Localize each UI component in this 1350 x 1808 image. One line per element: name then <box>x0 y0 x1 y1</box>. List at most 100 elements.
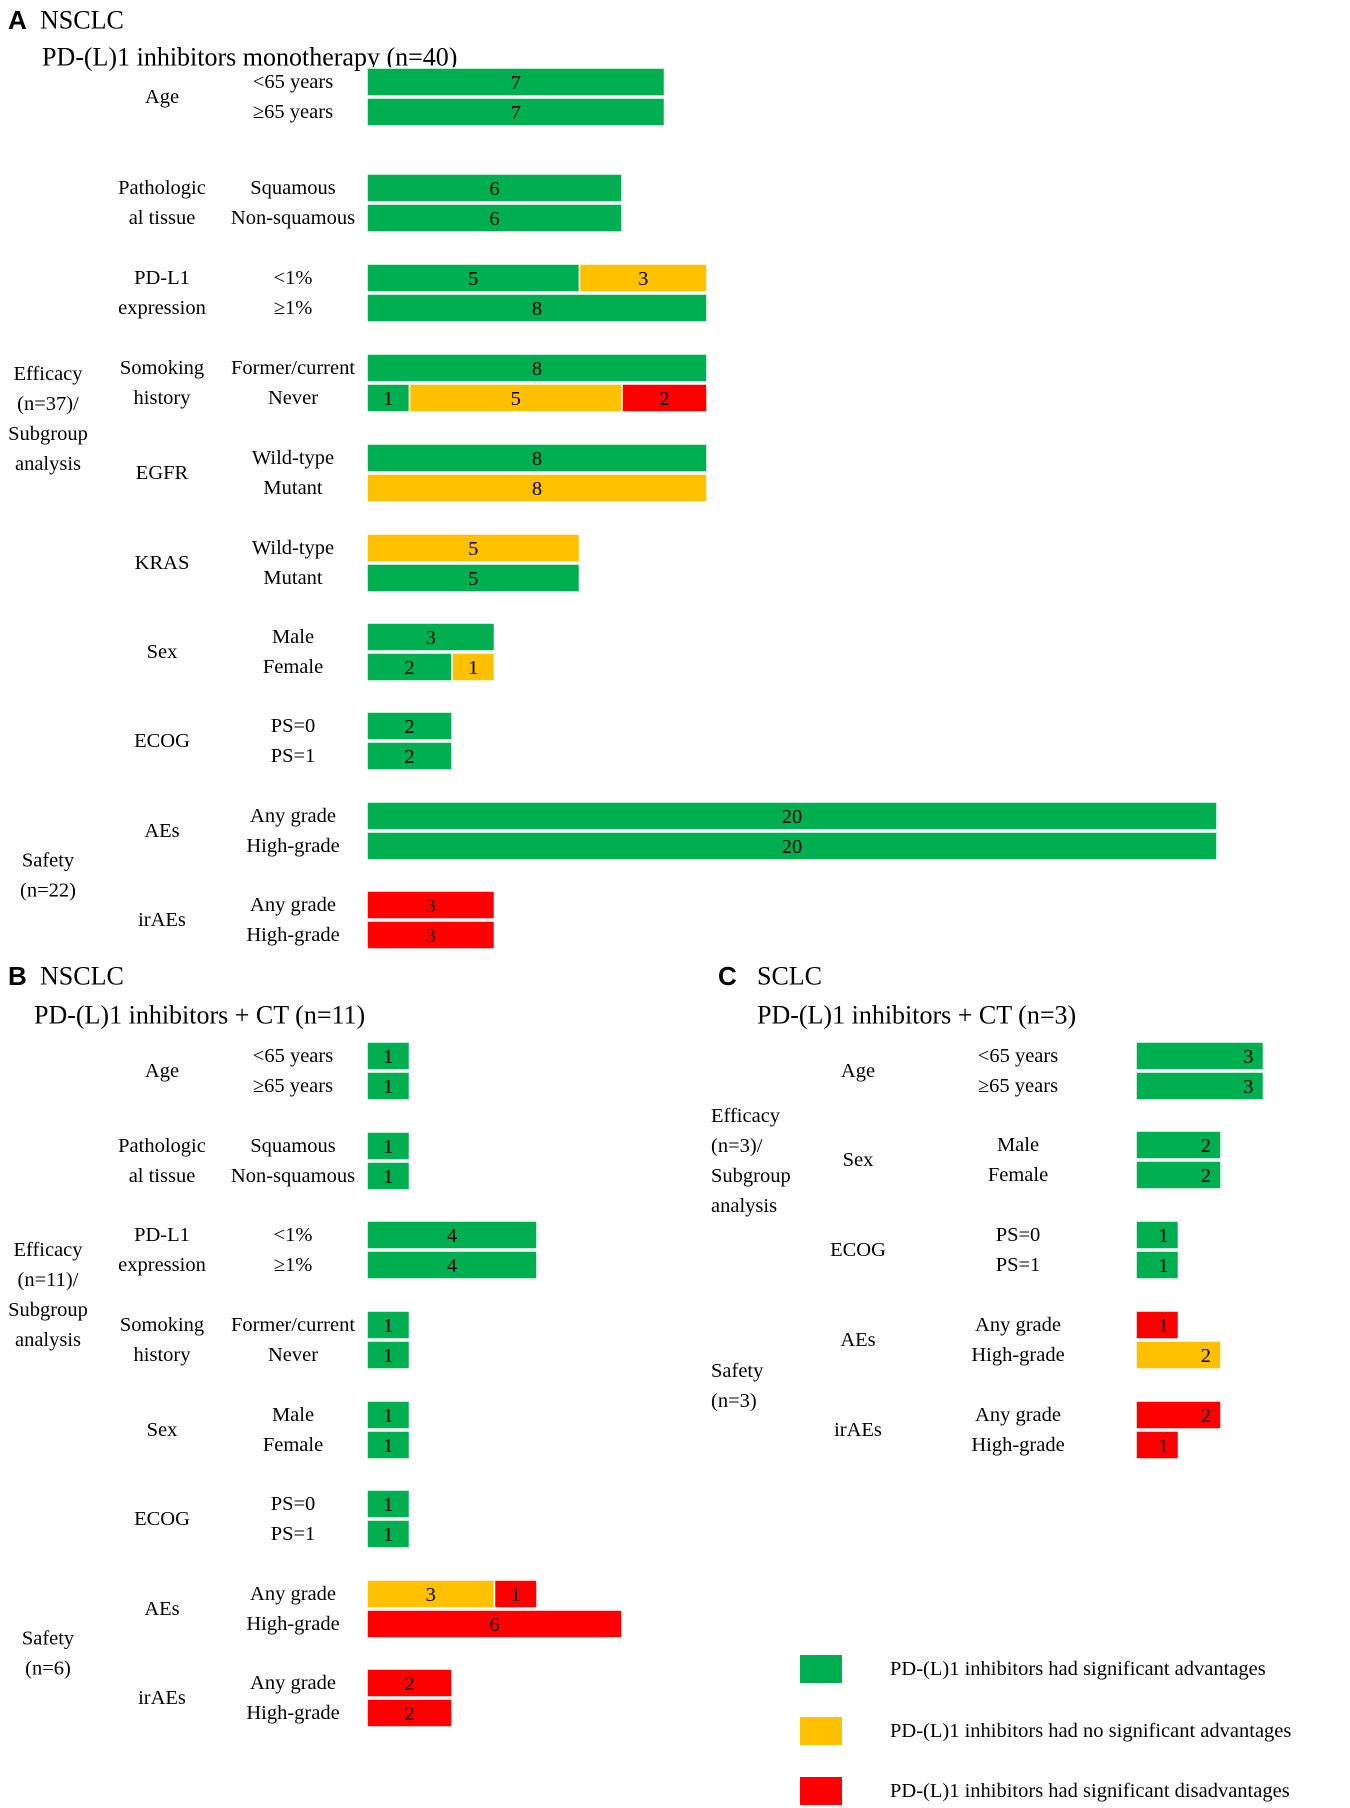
row-label: ≥65 years <box>253 101 333 123</box>
row-label: High-grade <box>246 1702 339 1724</box>
bar-segment-sig-adv <box>366 1161 411 1191</box>
bar-value-label: 4 <box>447 1255 457 1277</box>
category-label: expression <box>118 297 206 319</box>
bar-segment-sig-disadv <box>1135 1400 1222 1430</box>
bar-segment-sig-disadv <box>366 1668 453 1698</box>
row-label: Female <box>988 1164 1048 1186</box>
row-label: High-grade <box>246 924 339 946</box>
bar-value-label: 1 <box>1158 1255 1168 1277</box>
row-label: Squamous <box>250 177 335 199</box>
bar-segment-sig-disadv <box>366 890 496 920</box>
bar-value-label: 2 <box>1201 1165 1211 1187</box>
bar-value-label: 1 <box>383 1405 393 1427</box>
bar-segment-sig-adv <box>366 1310 411 1340</box>
row-label: Male <box>272 626 314 648</box>
row-label: High-grade <box>246 1613 339 1635</box>
group-label: Safety <box>22 1628 75 1650</box>
row-label: <65 years <box>978 1045 1058 1067</box>
bar-value-label: 2 <box>404 716 414 738</box>
bar-value-label: 2 <box>404 1703 414 1725</box>
category-label: Age <box>145 1060 179 1082</box>
row-label: Wild-type <box>252 537 334 559</box>
bar-segment-sig-adv <box>1135 1220 1180 1250</box>
row-label: PS=1 <box>271 1523 316 1545</box>
bar-segment-sig-adv <box>366 1071 411 1101</box>
bar-segment-sig-adv <box>366 622 496 652</box>
bar-segment-sig-adv <box>366 353 708 383</box>
bar-value-label: 1 <box>511 1584 521 1606</box>
row-label: PS=0 <box>271 1493 316 1515</box>
bar-value-label: 2 <box>1201 1405 1211 1427</box>
bar-value-label: 1 <box>1158 1225 1168 1247</box>
bar-value-label: 8 <box>532 358 542 380</box>
category-label: AEs <box>144 820 179 842</box>
category-label: Sex <box>843 1149 874 1171</box>
legend-label: PD-(L)1 inhibitors had no significant ad… <box>890 1720 1291 1742</box>
bar-value-label: 1 <box>383 1136 393 1158</box>
bar-value-label: 5 <box>511 388 521 410</box>
row-label: Male <box>997 1134 1039 1156</box>
category-label: irAEs <box>138 1687 186 1709</box>
panel-b: B NSCLC PD-(L)1 inhibitors + CT (n=11) Age <… <box>8 961 623 1728</box>
bar-value-label: 20 <box>782 806 803 828</box>
category-label: irAEs <box>138 909 186 931</box>
bar-value-label: 8 <box>532 448 542 470</box>
bar-segment-sig-adv <box>366 1041 411 1071</box>
row-label: Mutant <box>263 567 323 589</box>
row-label: Never <box>268 387 318 409</box>
group-label: (n=3)/ <box>711 1135 763 1157</box>
row-label: PS=0 <box>271 715 316 737</box>
bar-value-label: 2 <box>404 657 414 679</box>
bar-value-label: 3 <box>426 925 436 947</box>
bar-value-label: 1 <box>383 1076 393 1098</box>
bar-value-label: 3 <box>426 1584 436 1606</box>
row-label: ≥65 years <box>253 1075 333 1097</box>
bar-segment-sig-disadv <box>366 1609 623 1639</box>
row-label: Male <box>272 1404 314 1426</box>
bar-segment-sig-adv <box>366 1131 411 1161</box>
bar-value-label: 2 <box>1201 1135 1211 1157</box>
row-label: PS=1 <box>271 745 316 767</box>
row-label: ≥1% <box>274 1254 313 1276</box>
row-label: PS=1 <box>996 1254 1041 1276</box>
category-label: Somoking <box>120 357 204 379</box>
bar-segment-sig-adv <box>366 1250 538 1280</box>
panel-title: PD-(L)1 inhibitors + CT (n=3) <box>757 1001 1076 1030</box>
row-label: PS=0 <box>996 1224 1041 1246</box>
bar-value-label: 3 <box>426 895 436 917</box>
bar-segment-sig-disadv <box>1135 1430 1180 1460</box>
category-label: history <box>134 387 192 409</box>
bar-value-label: 1 <box>383 388 393 410</box>
bar-value-label: 3 <box>1243 1046 1253 1068</box>
row-label: Wild-type <box>252 447 334 469</box>
bar-value-label: 1 <box>468 657 478 679</box>
row-label: High-grade <box>246 835 339 857</box>
group-label: (n=6) <box>25 1658 71 1680</box>
bar-segment-no-sig <box>578 263 708 293</box>
bar-segment-sig-disadv <box>621 383 708 413</box>
panel-c: C SCLC PD-(L)1 inhibitors + CT (n=3) Age <65… <box>711 961 1265 1460</box>
category-label: Age <box>145 86 179 108</box>
bar-segment-sig-adv <box>366 652 453 682</box>
bar-value-label: 1 <box>383 1046 393 1068</box>
bar-value-label: 2 <box>404 1673 414 1695</box>
group-label: Efficacy <box>13 1239 83 1261</box>
panel-title: PD-(L)1 inhibitors monotherapy (n=40) <box>42 43 457 72</box>
group-label: (n=11)/ <box>18 1269 79 1291</box>
bar-segment-sig-adv <box>366 203 623 233</box>
legend-swatch-no-sig <box>800 1717 842 1745</box>
bar-segment-no-sig <box>1135 1340 1222 1370</box>
bar-value-label: 6 <box>489 178 499 200</box>
group-label: Subgroup <box>711 1165 791 1187</box>
bar-segment-sig-adv <box>366 1220 538 1250</box>
group-label: Efficacy <box>711 1105 781 1127</box>
row-label: Any grade <box>250 1583 336 1605</box>
category-label: ECOG <box>830 1239 886 1261</box>
bar-value-label: 5 <box>468 268 478 290</box>
bar-value-label: 3 <box>1243 1076 1253 1098</box>
bar-value-label: 1 <box>383 1315 393 1337</box>
bar-segment-sig-adv <box>366 1489 411 1519</box>
bar-segment-sig-adv <box>366 97 666 127</box>
bar-segment-sig-adv <box>1135 1041 1265 1071</box>
panel-heading: NSCLC <box>40 6 124 35</box>
